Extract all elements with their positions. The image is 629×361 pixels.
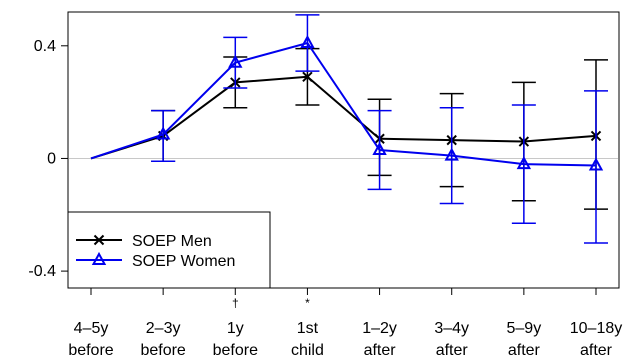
x-tick-label-sub: child xyxy=(291,342,324,359)
x-tick-label-sub: after xyxy=(436,342,469,359)
x-axis: 4–5y before 2–3y before † 1y before * 1st child 1–… xyxy=(68,288,622,359)
x-tick-label-sub: before xyxy=(140,342,185,359)
y-tick-label: -0.4 xyxy=(28,263,56,280)
y-tick-label: 0 xyxy=(47,150,56,167)
x-tick-label-sub: before xyxy=(213,342,258,359)
significance-marker: * xyxy=(305,296,310,310)
data-point xyxy=(444,147,459,161)
x-tick-label: 3–4y xyxy=(434,320,469,337)
legend-label: SOEP Women xyxy=(132,253,235,270)
data-point xyxy=(588,157,604,171)
legend-item: SOEP Men xyxy=(76,233,212,250)
x-tick-label: 1st xyxy=(297,320,319,337)
data-point xyxy=(228,54,243,68)
x-tick-label: 10–18y xyxy=(570,320,623,337)
legend-marker xyxy=(93,234,105,246)
series-line xyxy=(90,41,597,167)
x-tick-label: 1–2y xyxy=(362,320,397,337)
legend-box xyxy=(67,211,271,289)
series-layer xyxy=(90,14,608,244)
legend-label: SOEP Men xyxy=(132,233,212,250)
x-tick-label-sub: after xyxy=(580,342,613,359)
x-tick-label-sub: after xyxy=(508,342,541,359)
data-point xyxy=(516,156,532,170)
data-point xyxy=(300,34,315,48)
legend: SOEP Men SOEP Women xyxy=(67,211,271,289)
y-axis: -0.4 0 0.4 xyxy=(28,38,68,280)
error-bar xyxy=(151,109,176,163)
x-tick-label: 1y xyxy=(227,320,244,337)
plot-frame xyxy=(67,11,620,289)
x-tick-label: 4–5y xyxy=(74,320,109,337)
series-1 xyxy=(90,14,608,244)
x-tick-label: 2–3y xyxy=(146,320,181,337)
y-tick-label: 0.4 xyxy=(34,38,56,55)
series-line xyxy=(90,75,597,160)
error-bar xyxy=(584,90,608,244)
significance-marker: † xyxy=(232,296,239,310)
data-point xyxy=(372,141,387,155)
data-point xyxy=(302,71,313,82)
legend-marker xyxy=(91,251,107,265)
x-tick-label-sub: after xyxy=(364,342,397,359)
data-point xyxy=(155,126,171,140)
x-tick-label: 5–9y xyxy=(507,320,542,337)
legend-item: SOEP Women xyxy=(76,251,235,270)
x-tick-label-sub: before xyxy=(68,342,113,359)
